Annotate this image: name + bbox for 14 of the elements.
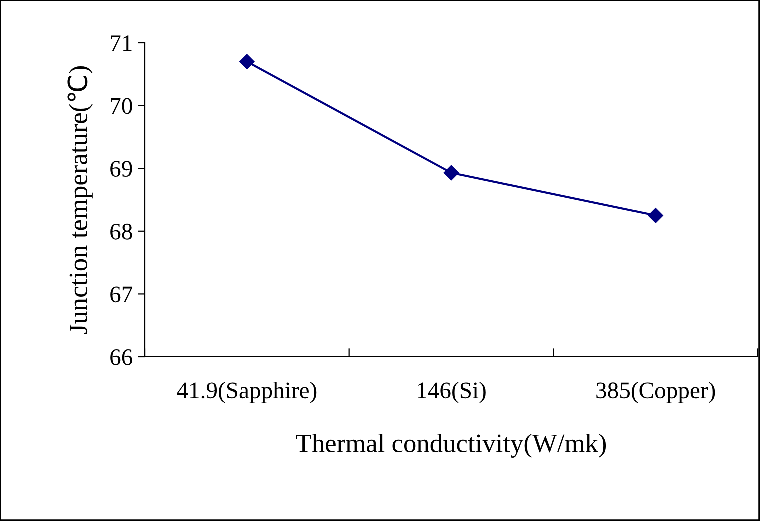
x-tick-label: 385(Copper) <box>596 382 716 404</box>
x-axis-title: Thermal conductivity(W/mk) <box>296 434 606 458</box>
y-tick-label: 70 <box>111 98 132 114</box>
y-axis-title: Junction temperature(℃) <box>68 66 93 334</box>
point <box>444 165 460 181</box>
y-tick-label: 66 <box>110 350 132 366</box>
y-tick-label: 69 <box>110 161 132 178</box>
point <box>240 54 255 70</box>
y-tick-label: 71 <box>111 36 132 52</box>
point <box>648 208 664 224</box>
y-tick-label: 67 <box>110 286 133 303</box>
y-tick-label: 68 <box>110 224 132 240</box>
x-tick-label: 41.9(Sapphire) <box>177 382 317 404</box>
x-tick-label: 146(Si) <box>418 382 486 404</box>
